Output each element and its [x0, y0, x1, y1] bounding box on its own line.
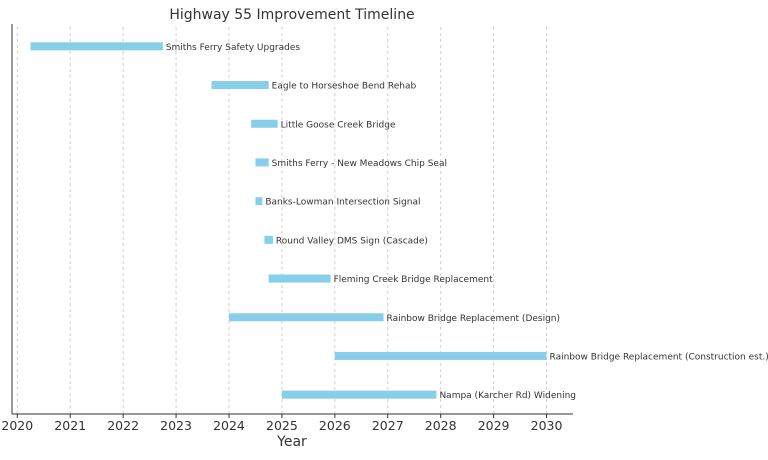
grid-layer: [16, 27, 548, 414]
bar-label: Round Valley DMS Sign (Cascade): [276, 236, 428, 246]
timeline-bar: [268, 274, 331, 283]
chart-title: Highway 55 Improvement Timeline: [169, 7, 414, 23]
bar-label: Nampa (Karcher Rd) Widening: [439, 391, 576, 401]
bar-label: Rainbow Bridge Replacement (Design): [387, 314, 561, 324]
x-tick-label: 2022: [107, 418, 139, 433]
timeline-bar: [334, 351, 547, 360]
bar-labels-layer: Smiths Ferry Safety Upgrades Eagle to Hor…: [166, 43, 768, 401]
x-tick-label: 2030: [531, 418, 563, 433]
bars-layer: [30, 42, 547, 399]
timeline-bar: [211, 81, 269, 90]
x-tick-label: 2027: [372, 418, 404, 433]
bar-label: Fleming Creek Bridge Replacement: [334, 275, 494, 285]
bar-label: Smiths Ferry Safety Upgrades: [166, 43, 301, 53]
x-tick-label: 2024: [213, 418, 245, 433]
axes-layer: [11, 24, 573, 415]
timeline-bar: [281, 390, 437, 399]
x-tick-label: 2025: [266, 418, 298, 433]
x-tick-label: 2026: [319, 418, 351, 433]
x-tick-label: 2028: [425, 418, 457, 433]
timeline-bar: [30, 42, 163, 51]
timeline-bar: [255, 158, 269, 167]
bar-label: Little Goose Creek Bridge: [281, 120, 396, 130]
x-tick-label: 2029: [478, 418, 510, 433]
bar-label: Eagle to Horseshoe Bend Rehab: [272, 82, 417, 92]
bar-label: Rainbow Bridge Replacement (Construction…: [550, 352, 768, 362]
timeline-bar: [251, 119, 278, 128]
bar-label: Smiths Ferry - New Meadows Chip Seal: [272, 159, 447, 169]
timeline-bar: [255, 197, 263, 206]
bar-label: Banks-Lowman Intersection Signal: [265, 198, 420, 208]
timeline-bar: [228, 313, 384, 322]
x-tick-label: 2021: [54, 418, 86, 433]
timeline-bar: [264, 235, 273, 244]
x-ticks-layer: 2020 2021 2022 2023 2024 2025 2026 2027 2028 2029…: [1, 414, 562, 433]
x-axis-label: Year: [276, 434, 307, 450]
x-tick-label: 2023: [160, 418, 192, 433]
x-tick-label: 2020: [1, 418, 33, 433]
